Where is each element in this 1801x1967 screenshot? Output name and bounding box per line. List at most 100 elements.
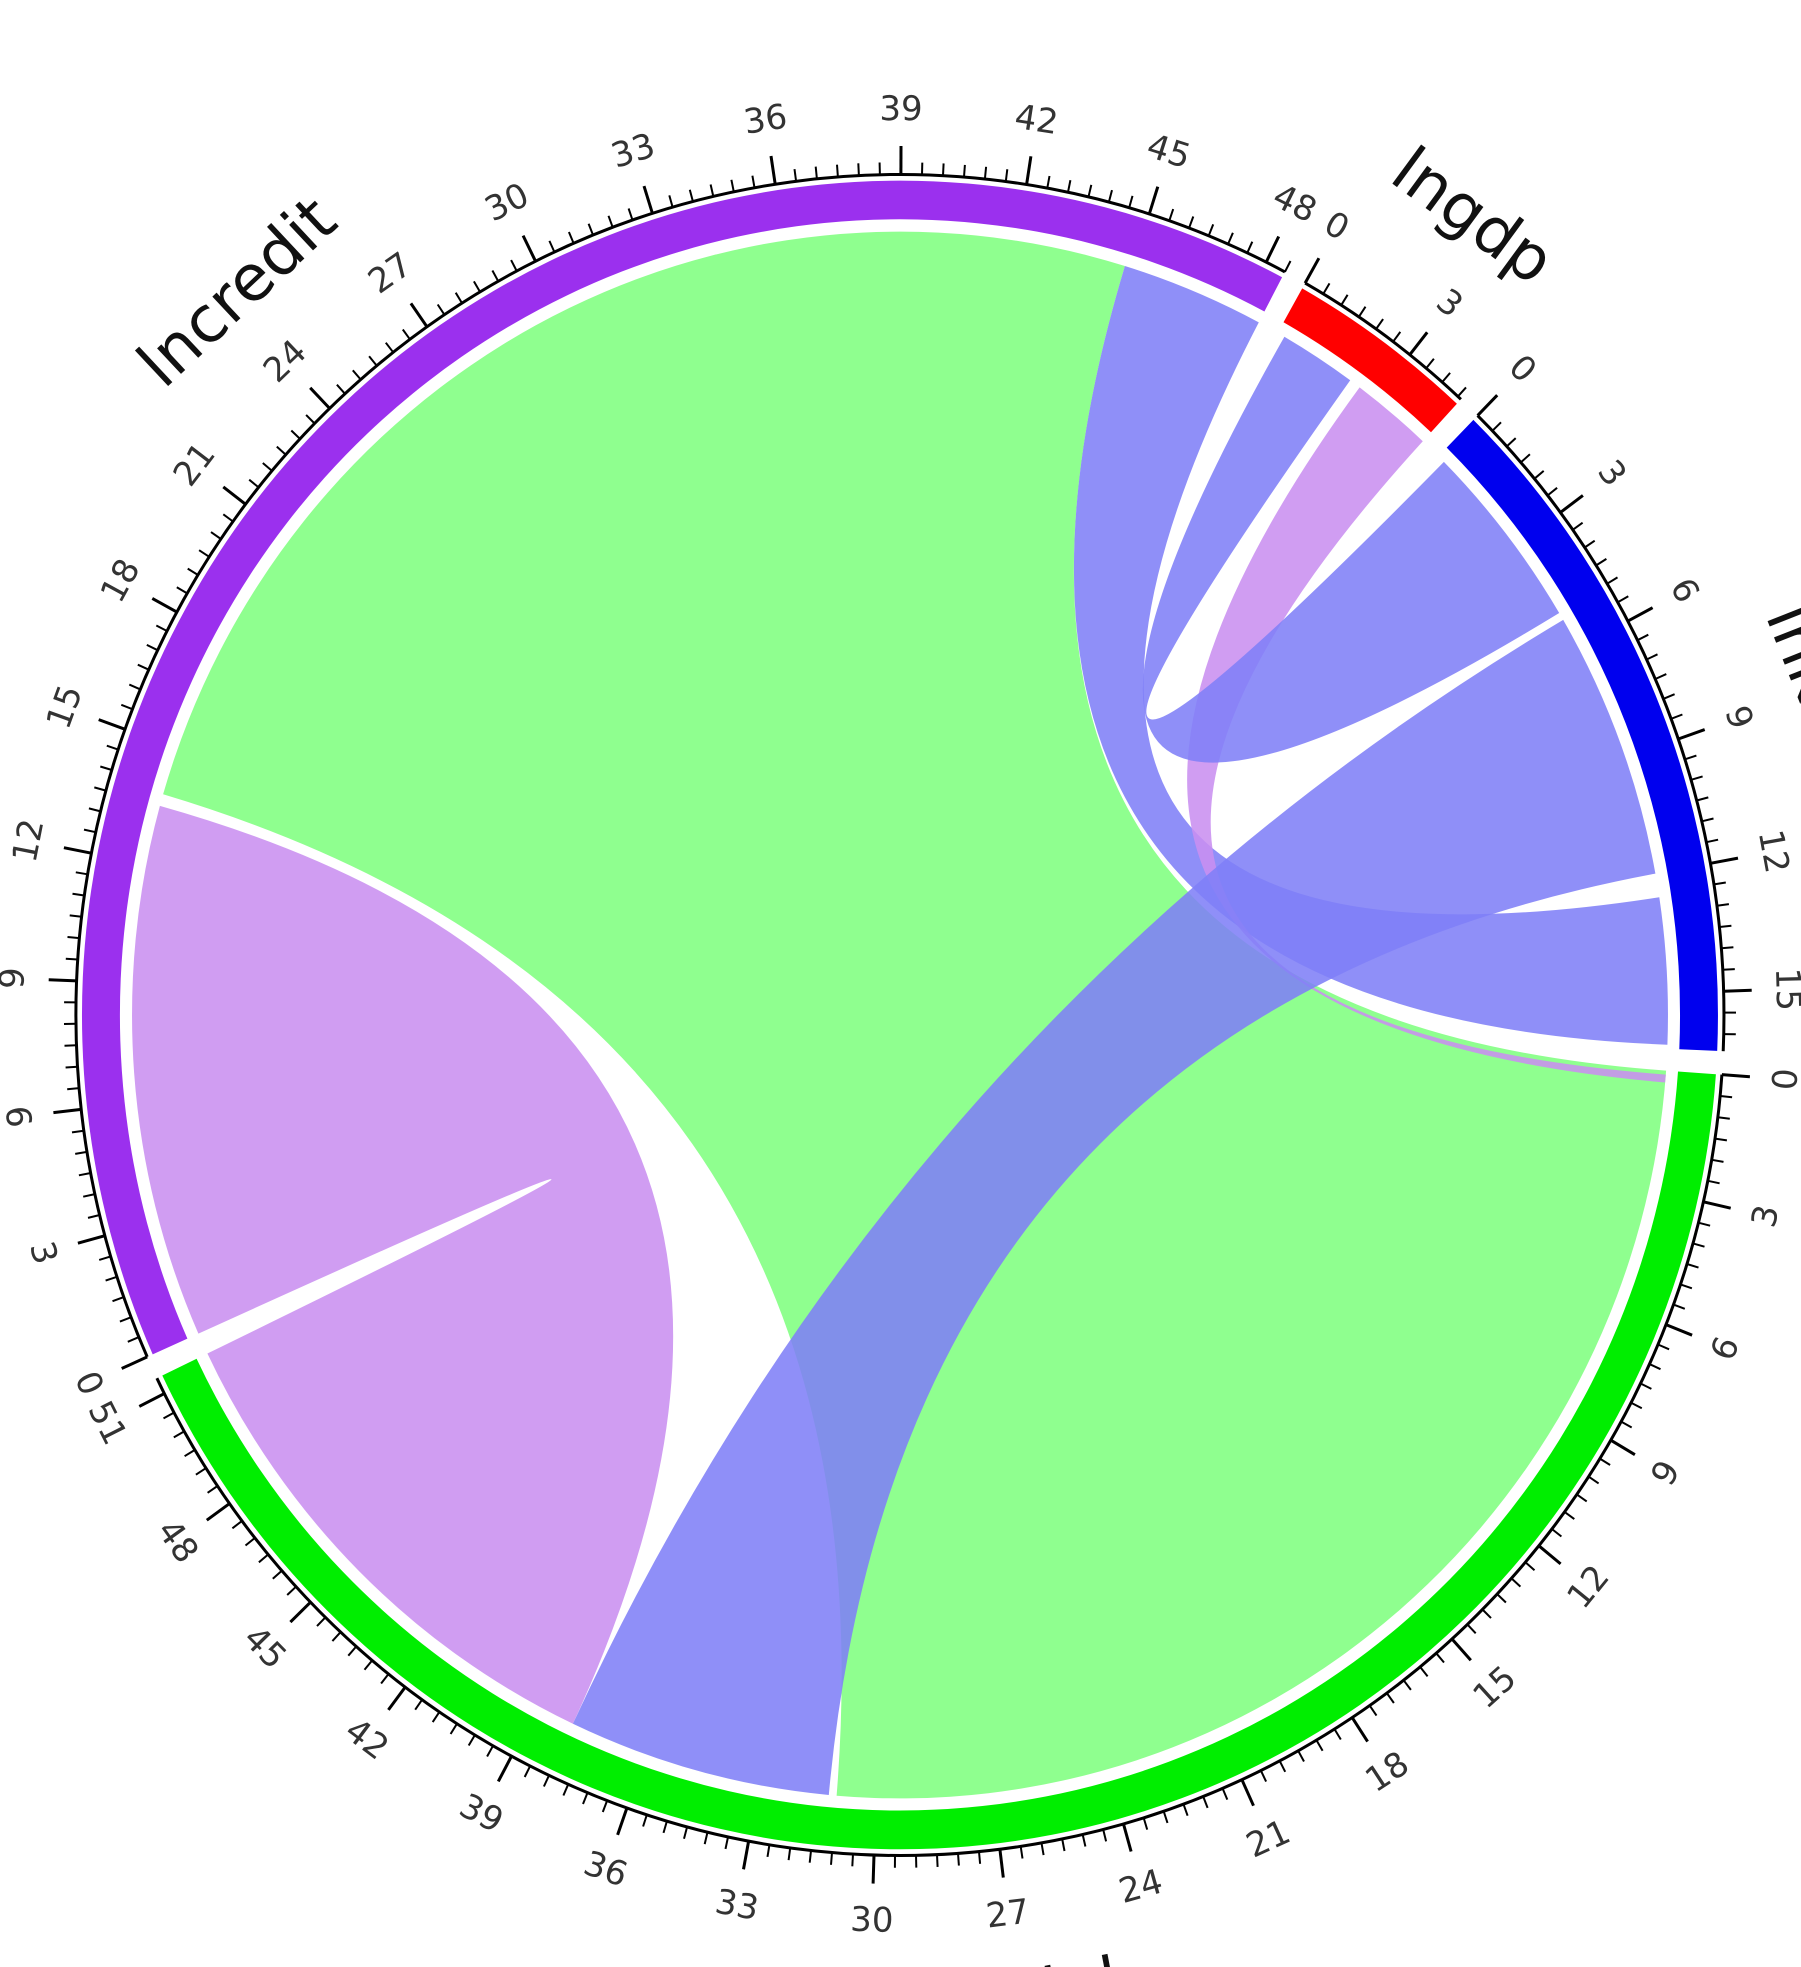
tick-lncredit-5: [75, 1150, 88, 1155]
tick-lnl-4.5: [1686, 1263, 1699, 1269]
tick-lnl-25: [1081, 1834, 1087, 1847]
tick-lnk-13.5: [1719, 924, 1732, 928]
tick-lncredit-0: [121, 1355, 148, 1370]
tick-lnl-11.5: [1551, 1528, 1563, 1538]
tick-lncredit-15: [98, 718, 126, 731]
tick-label-lnk-15: 15: [1767, 967, 1801, 1011]
tick-label-lnk-0: 0: [1501, 347, 1544, 391]
tick-lncredit-32: [607, 215, 614, 228]
tick-label-lnl-21: 21: [1240, 1812, 1296, 1866]
tick-label-lngdp-0: 0: [1317, 204, 1355, 249]
tick-lnl-5.5: [1673, 1303, 1686, 1310]
tick-lnl-40: [467, 1734, 476, 1747]
tick-lncredit-47: [1227, 232, 1234, 245]
tick-lnl-30.5: [851, 1854, 854, 1867]
tick-label-lnl-48: 48: [149, 1512, 207, 1570]
tick-lnl-24.5: [1102, 1829, 1108, 1842]
tick-lnl-32: [787, 1847, 792, 1861]
sector-track-lngdp: [1283, 288, 1457, 433]
tick-label-lnl-6: 6: [1703, 1331, 1748, 1366]
tick-lncredit-12: [63, 846, 92, 855]
tick-lnl-34: [703, 1831, 709, 1845]
tick-lnl-9.5: [1599, 1457, 1611, 1466]
tick-lnk-7.5: [1654, 673, 1667, 680]
tick-label-lnk-3: 3: [1589, 453, 1634, 494]
tick-lnl-6: [1665, 1323, 1693, 1337]
tick-lnl-40.5: [449, 1723, 458, 1735]
tick-label-lnl-3: 3: [1744, 1201, 1788, 1231]
tick-lnl-8.5: [1620, 1420, 1633, 1429]
tick-label-lncredit-21: 21: [166, 435, 224, 494]
tick-lnl-27.5: [978, 1851, 982, 1864]
tick-lnl-26: [1040, 1842, 1045, 1856]
tick-lncredit-9.5: [65, 957, 78, 961]
tick-lnl-46.5: [258, 1553, 269, 1564]
tick-lncredit-25: [352, 369, 362, 381]
tick-lnl-50.5: [163, 1411, 175, 1420]
tick-lnk-5: [1606, 576, 1619, 585]
tick-lnl-42.5: [380, 1673, 390, 1685]
tick-lnl-23.5: [1142, 1817, 1149, 1830]
tick-lnl-1: [1717, 1116, 1730, 1120]
tick-lnl-46: [272, 1569, 283, 1580]
tick-lnl-47: [244, 1537, 256, 1547]
tick-lnl-47.5: [231, 1520, 243, 1530]
tick-lnk-1.5: [1520, 453, 1531, 464]
tick-lnl-2.5: [1707, 1179, 1720, 1185]
tick-lnl-10.5: [1576, 1493, 1588, 1503]
tick-lngdp-2: [1375, 318, 1384, 330]
tick-label-lnk-9: 9: [1716, 701, 1761, 735]
tick-lncredit-38: [857, 163, 860, 176]
tick-lnl-30: [871, 1855, 876, 1884]
tick-lnl-13: [1510, 1577, 1522, 1588]
tick-lncredit-18: [151, 597, 178, 614]
tick-lncredit-13.5: [94, 786, 107, 792]
tick-lncredit-30.5: [548, 240, 556, 253]
tick-lnl-41: [431, 1711, 441, 1723]
tick-lncredit-22: [262, 462, 273, 472]
tick-lncredit-28: [454, 292, 463, 304]
tick-lnk-2: [1533, 470, 1545, 480]
tick-lngdp-2.5: [1392, 331, 1402, 343]
tick-lnl-49: [195, 1467, 207, 1476]
tick-lnl-3.5: [1698, 1221, 1711, 1227]
tick-lnk-2.5: [1547, 487, 1558, 497]
tick-lnl-22: [1202, 1796, 1209, 1809]
tick-lncredit-14.5: [106, 744, 119, 751]
tick-lnl-33.5: [724, 1836, 729, 1850]
tick-lnk-12: [1710, 856, 1739, 865]
tick-lncredit-43: [1067, 180, 1072, 193]
tick-lnl-33: [742, 1840, 751, 1870]
tick-lnk-15: [1723, 988, 1752, 993]
tick-lncredit-15.5: [120, 703, 133, 711]
tick-lncredit-4: [82, 1193, 96, 1198]
tick-lnl-41.5: [414, 1699, 423, 1711]
tick-lnk-10.5: [1696, 796, 1709, 802]
tick-lnl-18.5: [1333, 1728, 1342, 1741]
tick-label-lnl-45: 45: [235, 1618, 294, 1677]
tick-lnk-14.5: [1722, 968, 1735, 971]
tick-label-lncredit-33: 33: [607, 126, 660, 177]
tick-label-lncredit-30: 30: [479, 175, 536, 230]
tick-lnl-14.5: [1466, 1623, 1477, 1634]
tick-lncredit-30: [521, 234, 537, 262]
tick-lncredit-46.5: [1207, 224, 1215, 237]
tick-label-lncredit-9: 9: [0, 967, 33, 990]
tick-lncredit-21: [222, 485, 247, 506]
tick-label-lnl-51: 51: [80, 1395, 135, 1452]
tick-lncredit-2.5: [98, 1255, 111, 1261]
tick-lnk-11.5: [1706, 838, 1719, 844]
tick-lnl-31: [830, 1852, 833, 1865]
tick-label-lnl-36: 36: [579, 1843, 633, 1895]
tick-label-lncredit-24: 24: [256, 332, 315, 391]
tick-lnl-26.5: [1019, 1846, 1024, 1859]
tick-lnl-45.5: [286, 1585, 297, 1596]
tick-lncredit-19: [187, 567, 199, 576]
tick-lncredit-41: [983, 166, 988, 180]
tick-lnl-32.5: [766, 1844, 771, 1858]
sector-axis-lngdp: [1304, 281, 1462, 401]
tick-lnl-22.5: [1182, 1803, 1189, 1817]
tick-label-lnl-0: 0: [1765, 1067, 1801, 1091]
link-lncredit-lnk-2: [1073, 266, 1668, 1045]
tick-lnl-7.5: [1640, 1382, 1652, 1390]
